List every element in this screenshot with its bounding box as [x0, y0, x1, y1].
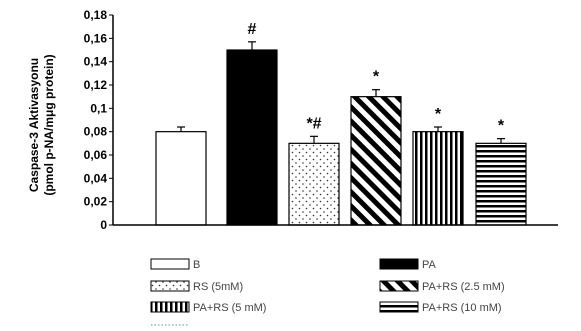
y-tick-label: 0 [100, 218, 107, 232]
legend: B PA RS (5mM) PA+RS (2.5 mM) PA+RS (5 mM) PA+… [150, 258, 505, 326]
y-tick-label: 0,04 [84, 171, 108, 185]
y-tick-label: 0,02 [84, 195, 108, 209]
legend-swatch [379, 258, 419, 270]
legend-swatch [379, 301, 419, 313]
y-axis-ticks: 0 0,02 0,04 0,06 0,08 0,1 0,12 0,14 0,16 0,18 [84, 8, 113, 232]
legend-label: PA+RS (5 mM) [193, 302, 266, 314]
bar [288, 142, 340, 226]
y-tick-label: 0,06 [84, 148, 108, 162]
bar [412, 131, 464, 226]
y-tick-label: 0,18 [84, 8, 108, 22]
legend-swatch [150, 301, 190, 313]
legend-swatch [379, 280, 419, 292]
legend-label: PA+RS (2.5 mM) [422, 281, 505, 293]
y-axis-title-line1: Caspase-3 Aktivasyonu [27, 58, 41, 192]
y-tick-label: 0,1 [90, 101, 107, 115]
legend-label: PA+RS (10 mM) [422, 302, 502, 314]
bar [475, 142, 527, 226]
significance-marker: # [248, 21, 257, 38]
bar [155, 131, 207, 226]
y-tick-label: 0,16 [84, 31, 108, 45]
y-tick-label: 0,12 [84, 78, 108, 92]
significance-marker: * [498, 118, 505, 135]
y-tick-label: 0,08 [84, 125, 108, 139]
bar [226, 49, 278, 226]
axes [112, 15, 558, 226]
bars: # *# * * * [155, 21, 527, 226]
significance-marker: * [373, 69, 380, 86]
legend-swatch [150, 280, 190, 292]
legend-swatch [150, 258, 190, 270]
y-axis-title-line2: (pmol p-NA/mμg protein) [42, 54, 56, 195]
bar [350, 96, 402, 226]
legend-label: PA [422, 259, 437, 271]
significance-marker: * [435, 106, 442, 123]
significance-marker: *# [306, 115, 321, 132]
y-tick-label: 0,14 [84, 55, 108, 69]
legend-label: B [193, 259, 200, 271]
legend-label: RS (5mM) [193, 281, 243, 293]
y-axis-title: Caspase-3 Aktivasyonu (pmol p-NA/mμg pro… [27, 54, 56, 195]
